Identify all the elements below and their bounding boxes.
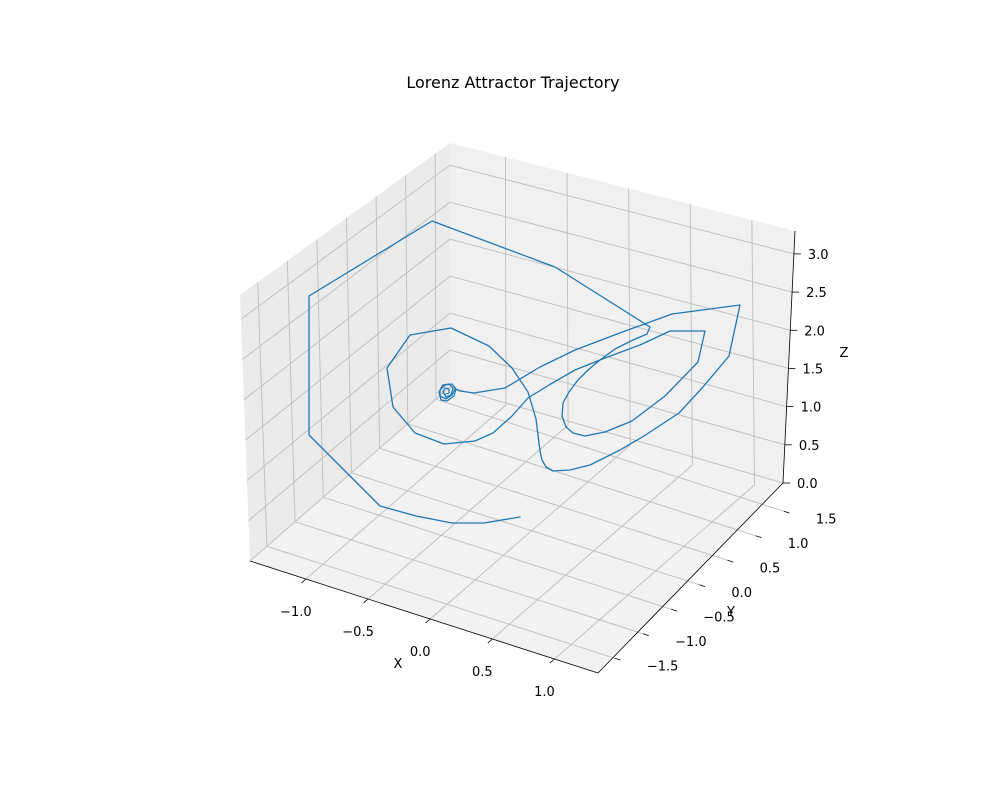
tick-marks: [301, 253, 801, 664]
z-gridline-back: [449, 164, 795, 255]
y-tick-label: 1.0: [788, 537, 809, 552]
z-gridline-back: [449, 275, 789, 369]
axis-lines: [249, 230, 796, 674]
x-tick: [425, 618, 431, 624]
y-tick-label: 1.5: [816, 512, 837, 527]
z-gridline-left: [245, 275, 451, 441]
y-gridline-wall: [434, 153, 437, 400]
y-gridline: [351, 472, 700, 586]
y-tick-label: −1.0: [675, 635, 707, 650]
trajectory-line: [308, 220, 741, 524]
x-tick: [549, 658, 555, 664]
z-gridline-back: [449, 238, 791, 331]
tick-labels: −1.0 −0.5 0.0 0.5 1.0 −1.5 −1.0 −0.5 0.0 0.5 1.0 1.…: [280, 248, 836, 700]
z-gridline-left: [242, 201, 451, 360]
y-tick-label: −0.5: [703, 610, 735, 625]
y-gridline: [379, 447, 728, 561]
z-gridline-back: [449, 386, 784, 484]
y-tick: [642, 633, 649, 637]
z-tick-label: 0.5: [799, 439, 820, 454]
y-tick: [699, 584, 706, 587]
x-tick-label: 1.0: [534, 685, 555, 700]
y-gridline-wall: [405, 175, 409, 424]
axes-panes: [240, 143, 795, 673]
x-gridline-wall: [751, 219, 755, 486]
x-tick: [301, 578, 307, 584]
x-gridline-wall: [689, 204, 693, 466]
x-tick: [363, 598, 369, 604]
x-axis-line: [249, 560, 599, 674]
x-axis-label: X: [394, 657, 403, 672]
x-tick-label: −0.5: [342, 625, 374, 640]
y-gridline-wall: [257, 282, 268, 547]
back-wall-pane: [450, 143, 795, 483]
y-gridline-wall: [375, 196, 381, 449]
x-gridline: [305, 404, 507, 580]
z-gridline-back: [449, 201, 793, 293]
trajectory-series: [308, 220, 741, 524]
y-gridline-wall: [316, 239, 324, 498]
y-gridline: [266, 545, 616, 659]
z-tick-label: 1.0: [801, 401, 822, 416]
y-gridline-wall: [286, 260, 296, 522]
z-gridline-left: [243, 238, 451, 401]
x-tick-label: 0.0: [410, 645, 431, 660]
y-tick: [727, 559, 734, 563]
y-tick: [614, 657, 621, 661]
z-gridline-left: [248, 349, 451, 522]
x-gridline: [429, 444, 631, 620]
x-gridline: [492, 464, 693, 640]
chart-title: Lorenz Attractor Trajectory: [406, 73, 619, 92]
x-tick-label: 0.5: [472, 665, 493, 680]
x-gridline: [554, 484, 755, 660]
y-axis-line: [597, 482, 784, 674]
z-gridline-back: [449, 312, 787, 408]
y-tick: [671, 608, 678, 612]
z-tick-label: 2.0: [804, 324, 825, 339]
z-gridline-left: [246, 312, 451, 481]
x-tick-label: −1.0: [280, 605, 312, 620]
z-tick-label: 0.0: [797, 477, 818, 492]
z-gridline-back: [449, 349, 785, 446]
y-axis-label: Y: [726, 605, 735, 620]
z-tick-label: 1.5: [802, 362, 823, 377]
z-tick-label: 2.5: [806, 286, 827, 301]
z-axis-label: Z: [840, 346, 849, 361]
x-tick: [487, 638, 493, 644]
z-tick-label: 3.0: [808, 248, 829, 263]
left-wall-pane: [240, 143, 450, 561]
y-tick: [783, 510, 790, 514]
z-gridline-left: [249, 386, 451, 562]
y-gridline-wall: [346, 217, 352, 473]
floor-pane: [250, 387, 783, 673]
y-tick-label: 0.5: [760, 561, 781, 576]
x-gridline-wall: [628, 188, 631, 446]
x-gridline: [367, 424, 569, 600]
y-tick: [755, 535, 762, 538]
y-tick-label: −1.5: [647, 659, 679, 674]
z-gridline-left: [240, 164, 451, 320]
y-gridline: [323, 496, 672, 610]
z-axis-line: [782, 230, 796, 484]
y-gridline: [294, 521, 644, 635]
y-tick-label: 0.0: [731, 586, 752, 601]
